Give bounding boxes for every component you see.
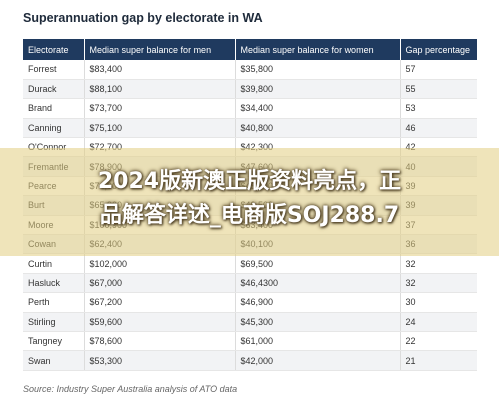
- table-row: Canning $75,100 $40,800 46: [23, 118, 477, 139]
- watermark-line-2: 品解答详述_电商版SOJ288.7: [99, 203, 400, 228]
- cell-men-balance: $102,000: [84, 253, 236, 274]
- watermark-band: [0, 148, 499, 256]
- table-title: Superannuation gap by electorate in WA: [23, 11, 263, 25]
- cell-gap: 32: [400, 253, 477, 274]
- cell-women-balance: $40,800: [235, 118, 401, 139]
- table-row: Forrest $83,400 $35,800 57: [23, 60, 477, 80]
- cell-women-balance: $42,000: [235, 350, 401, 371]
- cell-electorate: Canning: [23, 118, 85, 139]
- cell-gap: 55: [400, 79, 477, 100]
- cell-men-balance: $75,100: [84, 118, 236, 139]
- cell-women-balance: $35,800: [235, 60, 401, 80]
- table-row: Brand $73,700 $34,400 53: [23, 98, 477, 119]
- cell-women-balance: $61,000: [235, 331, 401, 352]
- cell-men-balance: $67,000: [84, 273, 236, 294]
- cell-gap: 30: [400, 292, 477, 313]
- table-row: Hasluck $67,000 $46,4300 32: [23, 273, 477, 294]
- table-row: Tangney $78,600 $61,000 22: [23, 331, 477, 352]
- source-note: Source: Industry Super Australia analysi…: [23, 384, 238, 394]
- cell-gap: 24: [400, 312, 477, 332]
- cell-men-balance: $78,600: [84, 331, 236, 352]
- column-header-men: Median super balance for men: [84, 39, 236, 60]
- table-row: Perth $67,200 $46,900 30: [23, 292, 477, 313]
- table-row: Stirling $59,600 $45,300 24: [23, 312, 477, 332]
- cell-women-balance: $34,400: [235, 98, 401, 119]
- cell-gap: 32: [400, 273, 477, 294]
- cell-men-balance: $59,600: [84, 312, 236, 332]
- cell-men-balance: $83,400: [84, 60, 236, 80]
- cell-electorate: Swan: [23, 350, 85, 371]
- column-header-electorate: Electorate: [23, 39, 85, 60]
- cell-men-balance: $88,100: [84, 79, 236, 100]
- table-row: Curtin $102,000 $69,500 32: [23, 253, 477, 274]
- cell-electorate: Durack: [23, 79, 85, 100]
- cell-gap: 22: [400, 331, 477, 352]
- table-row: Durack $88,100 $39,800 55: [23, 79, 477, 100]
- cell-electorate: Forrest: [23, 60, 85, 80]
- cell-men-balance: $53,300: [84, 350, 236, 371]
- cell-electorate: Brand: [23, 98, 85, 119]
- column-header-women: Median super balance for women: [235, 39, 401, 60]
- watermark-text: 2024版新澳正版资料亮点，正 品解答详述_电商版SOJ288.7: [0, 165, 499, 233]
- cell-gap: 46: [400, 118, 477, 139]
- cell-electorate: Perth: [23, 292, 85, 313]
- cell-electorate: Tangney: [23, 331, 85, 352]
- cell-women-balance: $46,900: [235, 292, 401, 313]
- cell-men-balance: $73,700: [84, 98, 236, 119]
- column-header-gap: Gap percentage: [400, 39, 477, 60]
- cell-gap: 21: [400, 350, 477, 371]
- cell-gap: 57: [400, 60, 477, 80]
- table-header-row: Electorate Median super balance for men …: [23, 39, 477, 60]
- cell-electorate: Stirling: [23, 312, 85, 332]
- cell-women-balance: $45,300: [235, 312, 401, 332]
- cell-men-balance: $67,200: [84, 292, 236, 313]
- cell-electorate: Curtin: [23, 253, 85, 274]
- cell-electorate: Hasluck: [23, 273, 85, 294]
- cell-women-balance: $39,800: [235, 79, 401, 100]
- cell-gap: 53: [400, 98, 477, 119]
- watermark-line-1: 2024版新澳正版资料亮点，正: [97, 169, 402, 194]
- table-row: Swan $53,300 $42,000 21: [23, 350, 477, 371]
- cell-women-balance: $69,500: [235, 253, 401, 274]
- cell-women-balance: $46,4300: [235, 273, 401, 294]
